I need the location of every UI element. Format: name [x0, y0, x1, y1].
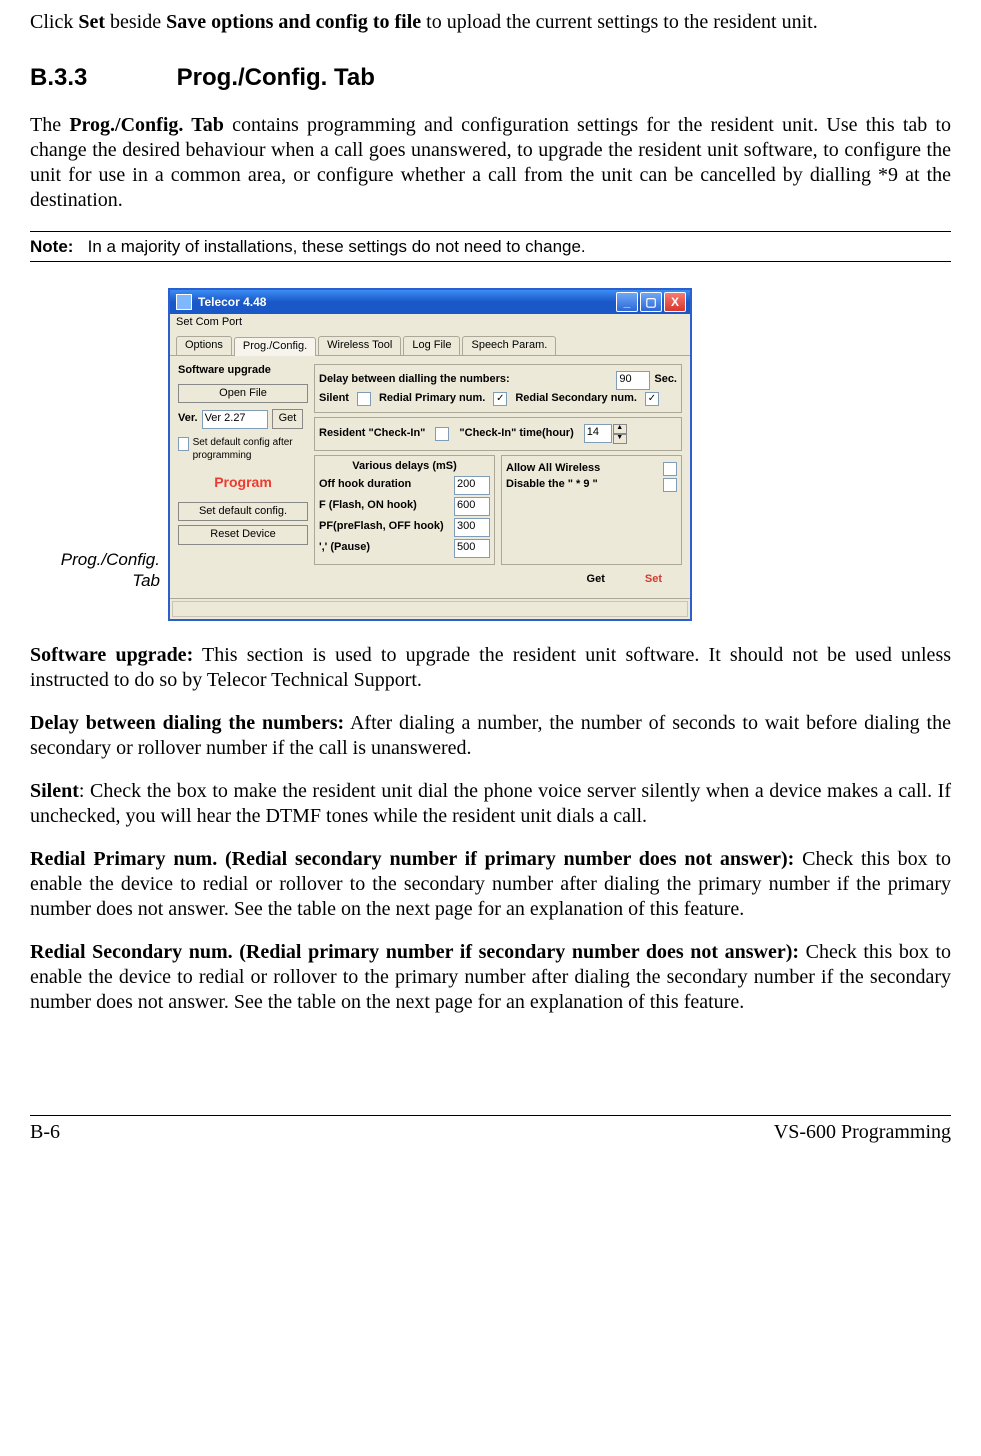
tab-log-file[interactable]: Log File — [403, 336, 460, 355]
titlebar[interactable]: Telecor 4.48 _ ▢ X — [170, 290, 690, 314]
menubar[interactable]: Set Com Port — [170, 314, 690, 332]
pause-label: ',' (Pause) — [319, 541, 450, 555]
get-button[interactable]: Get — [587, 573, 605, 587]
checkin-time-spinner[interactable]: 14 ▲▼ — [584, 424, 627, 444]
para-redial-secondary: Redial Secondary num. (Redial primary nu… — [30, 940, 951, 1015]
resident-checkin-checkbox[interactable] — [435, 427, 449, 441]
app-icon — [176, 294, 192, 310]
pf-field[interactable]: 300 — [454, 518, 490, 537]
software-upgrade-label: Software upgrade — [178, 364, 308, 378]
tab-options[interactable]: Options — [176, 336, 232, 355]
doc-title: VS-600 Programming — [774, 1120, 951, 1145]
tab-wireless-tool[interactable]: Wireless Tool — [318, 336, 401, 355]
disable-star9-label: Disable the " * 9 " — [506, 478, 659, 492]
statusbar-cell — [172, 601, 688, 617]
delay-value-field[interactable]: 90 — [616, 371, 650, 390]
resident-checkin-label: Resident "Check-In" — [319, 427, 425, 441]
sec-label: Sec. — [654, 373, 677, 387]
statusbar — [170, 598, 690, 619]
intro-para-2: The Prog./Config. Tab contains programmi… — [30, 113, 951, 213]
f-flash-label: F (Flash, ON hook) — [319, 499, 450, 513]
redial-secondary-label: Redial Secondary num. — [515, 392, 637, 406]
delay-between-label: Delay between dialling the numbers: — [319, 373, 612, 387]
tab-speech-param[interactable]: Speech Param. — [462, 336, 556, 355]
spinner-up-icon[interactable]: ▲ — [613, 424, 627, 434]
page-number: B-6 — [30, 1120, 60, 1145]
open-file-button[interactable]: Open File — [178, 384, 308, 404]
redial-primary-label: Redial Primary num. — [379, 392, 485, 406]
redial-secondary-checkbox[interactable]: ✓ — [645, 392, 659, 406]
f-flash-field[interactable]: 600 — [454, 497, 490, 516]
get-ver-button[interactable]: Get — [272, 409, 304, 429]
app-window: Telecor 4.48 _ ▢ X Set Com Port Options … — [168, 288, 692, 621]
para-software-upgrade: Software upgrade: This section is used t… — [30, 643, 951, 693]
right-column: Delay between dialling the numbers: 90 S… — [314, 364, 682, 591]
figure-caption: Prog./Config. Tab — [30, 549, 168, 622]
note-text: In a majority of installations, these se… — [88, 237, 586, 256]
panel-body: Software upgrade Open File Ver. Ver 2.27… — [170, 356, 690, 599]
redial-primary-checkbox[interactable]: ✓ — [493, 392, 507, 406]
set-default-button[interactable]: Set default config. — [178, 502, 308, 522]
silent-checkbox[interactable] — [357, 392, 371, 406]
set-default-after-checkbox[interactable] — [178, 437, 189, 451]
allow-wireless-label: Allow All Wireless — [506, 462, 659, 476]
ver-label: Ver. — [178, 412, 198, 426]
maximize-button[interactable]: ▢ — [640, 292, 662, 312]
disable-star9-checkbox[interactable] — [663, 478, 677, 492]
allow-wireless-checkbox[interactable] — [663, 462, 677, 476]
tabs: Options Prog./Config. Wireless Tool Log … — [170, 332, 690, 356]
reset-device-button[interactable]: Reset Device — [178, 525, 308, 545]
close-button[interactable]: X — [664, 292, 686, 312]
note-label: Note: — [30, 237, 73, 256]
section-title: Prog./Config. Tab — [177, 64, 375, 91]
section-heading: B.3.3 Prog./Config. Tab — [30, 63, 951, 93]
off-hook-label: Off hook duration — [319, 478, 450, 492]
para-silent: Silent: Check the box to make the reside… — [30, 779, 951, 829]
tab-prog-config[interactable]: Prog./Config. — [234, 337, 316, 356]
set-default-after-label: Set default config after programming — [193, 437, 308, 462]
program-button[interactable]: Program — [178, 474, 308, 492]
page-footer: B-6 VS-600 Programming — [30, 1115, 951, 1145]
silent-label: Silent — [319, 392, 349, 406]
ver-field[interactable]: Ver 2.27 — [202, 410, 268, 429]
spinner-down-icon[interactable]: ▼ — [613, 434, 627, 444]
various-delays-label: Various delays (mS) — [352, 460, 457, 472]
note-block: Note: In a majority of installations, th… — [30, 231, 951, 262]
checkin-time-label: "Check-In" time(hour) — [459, 427, 573, 441]
set-button[interactable]: Set — [645, 573, 662, 587]
left-column: Software upgrade Open File Ver. Ver 2.27… — [178, 364, 308, 591]
section-number: B.3.3 — [30, 63, 170, 93]
off-hook-field[interactable]: 200 — [454, 476, 490, 495]
para-redial-primary: Redial Primary num. (Redial secondary nu… — [30, 847, 951, 922]
para-delay-between: Delay between dialing the numbers: After… — [30, 711, 951, 761]
window-title: Telecor 4.48 — [198, 295, 614, 310]
minimize-button[interactable]: _ — [616, 292, 638, 312]
pause-field[interactable]: 500 — [454, 539, 490, 558]
pf-label: PF(preFlash, OFF hook) — [319, 520, 450, 534]
intro-paragraph: Click Set beside Save options and config… — [30, 10, 951, 35]
